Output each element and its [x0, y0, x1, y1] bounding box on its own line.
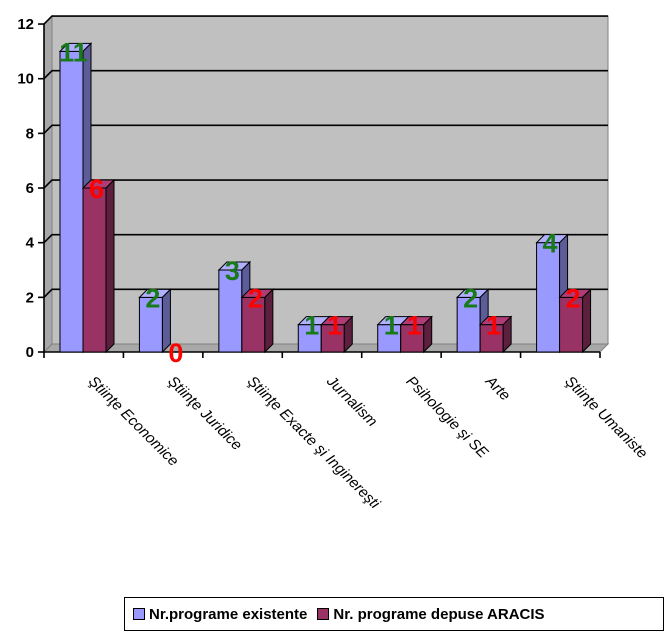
gridline	[43, 15, 608, 25]
data-label: 2	[248, 283, 263, 313]
bar	[138, 288, 172, 354]
legend-item-existing: Nr.programe existente	[133, 606, 307, 623]
data-label: 6	[89, 174, 104, 204]
y-tick-label: 6	[26, 180, 34, 197]
legend: Nr.programe existente Nr. programe depus…	[124, 597, 664, 631]
data-label: 1	[407, 311, 422, 341]
bar-side	[105, 178, 115, 354]
bar	[240, 288, 275, 354]
bars	[58, 42, 592, 354]
bar	[81, 178, 116, 354]
bar	[399, 315, 433, 354]
category-label: Psihologie şi SE	[403, 373, 492, 462]
y-tick-label: 10	[17, 71, 34, 88]
gridline	[43, 124, 608, 134]
legend-label-aracis: Nr. programe depuse ARACIS	[333, 605, 545, 623]
data-label: 3	[225, 256, 240, 286]
gridline	[43, 179, 608, 189]
legend-item-aracis: Nr. programe depuse ARACIS	[317, 605, 545, 623]
data-label: 2	[463, 283, 478, 313]
category-label: Arte	[481, 372, 513, 404]
data-label: 1	[327, 311, 342, 341]
y-tick-label: 4	[26, 235, 35, 252]
gridline	[43, 69, 608, 80]
legend-swatch-existing	[133, 608, 145, 620]
category-label: Ştiinţe Exacte şi Inginereşti	[244, 373, 384, 513]
category-label: Ştiinţe Juridice	[164, 373, 245, 454]
bar-side	[582, 288, 592, 354]
bar-side	[502, 315, 512, 354]
data-label: 1	[304, 311, 319, 341]
bar-side	[264, 288, 274, 354]
data-label: 1	[486, 311, 501, 341]
y-tick-label: 0	[26, 344, 34, 361]
category-label: Jurnalism	[322, 372, 380, 430]
y-tick-label: 2	[26, 289, 34, 306]
gridline	[43, 288, 608, 298]
gridline	[43, 233, 608, 244]
legend-label-existing: Nr.programe existente	[149, 605, 308, 623]
bar-front	[59, 50, 84, 353]
y-tick-label: 8	[26, 125, 34, 142]
y-tick-labels: 0 2 4 6 8 10 12	[17, 16, 34, 361]
bar	[320, 315, 354, 354]
y-tick-label: 12	[17, 16, 34, 33]
data-label: 11	[59, 37, 88, 67]
plot-area	[42, 14, 610, 354]
bar-front	[536, 242, 561, 353]
data-label: 2	[566, 283, 581, 313]
bar	[558, 288, 592, 354]
data-label: 0	[168, 338, 183, 368]
data-label: 4	[543, 229, 558, 259]
bar	[478, 315, 513, 354]
bar-side	[343, 315, 353, 354]
legend-swatch-aracis	[317, 608, 330, 620]
category-label: Ştiinţe Umaniste	[561, 373, 650, 462]
data-label: 2	[145, 283, 160, 313]
gridlines	[43, 15, 608, 298]
bar-front	[82, 187, 107, 353]
bar-side	[423, 315, 433, 354]
data-label: 1	[384, 311, 399, 341]
bar-side	[161, 288, 171, 354]
